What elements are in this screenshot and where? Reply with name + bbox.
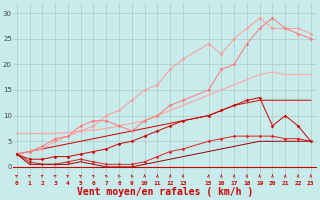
X-axis label: Vent moyen/en rafales ( km/h ): Vent moyen/en rafales ( km/h ) (77, 187, 253, 197)
